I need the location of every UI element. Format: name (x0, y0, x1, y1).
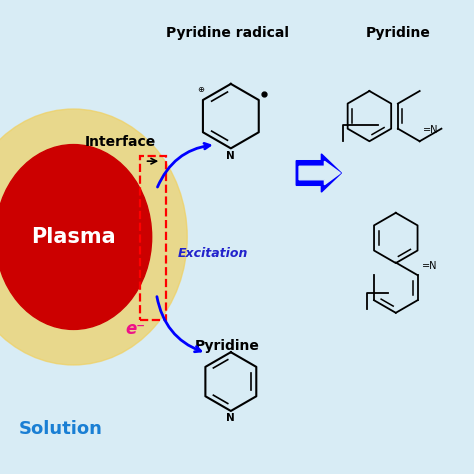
Text: Plasma: Plasma (31, 227, 116, 247)
Ellipse shape (0, 109, 187, 365)
Text: Excitation: Excitation (178, 247, 248, 260)
Text: N: N (227, 151, 235, 161)
Text: Pyridine: Pyridine (366, 26, 430, 40)
Ellipse shape (0, 145, 152, 329)
Text: ⊕: ⊕ (197, 85, 204, 94)
Bar (140, 156, 166, 320)
Text: =N: =N (423, 125, 439, 135)
FancyArrow shape (299, 161, 340, 185)
Text: Solution: Solution (19, 420, 103, 438)
Text: Pyridine: Pyridine (195, 339, 260, 353)
Text: Pyridine radical: Pyridine radical (166, 26, 289, 40)
Text: e⁻: e⁻ (125, 320, 145, 338)
FancyArrow shape (296, 154, 341, 192)
Text: Interface: Interface (85, 135, 156, 149)
Text: =N: =N (422, 261, 438, 271)
Text: N: N (227, 413, 235, 423)
